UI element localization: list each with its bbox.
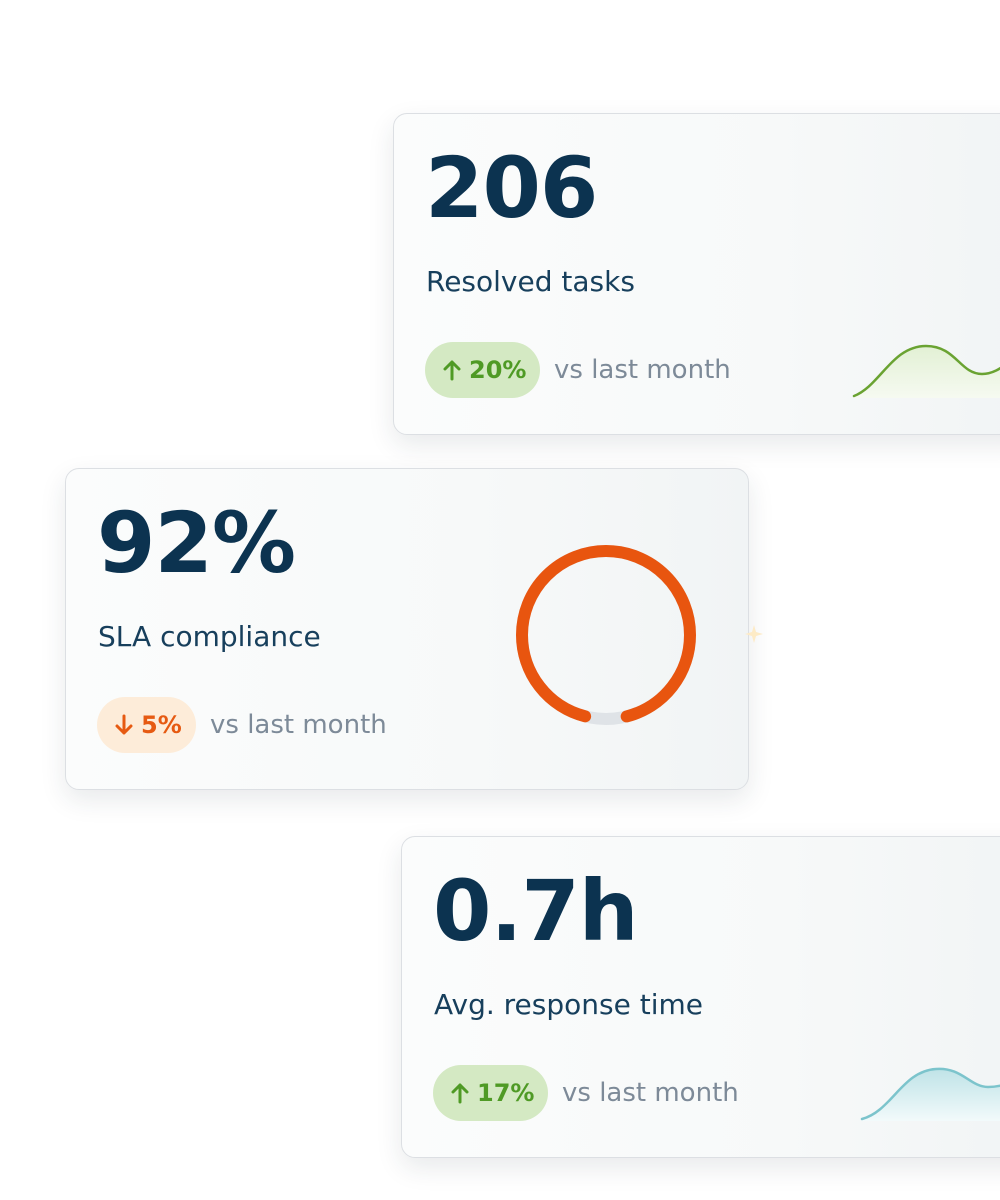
sparkline-line <box>852 344 1000 398</box>
metric-label: Avg. response time <box>434 988 703 1021</box>
sparkline-chart <box>852 344 1000 398</box>
trend-note: vs last month <box>210 710 387 740</box>
arrow-up-icon <box>443 360 461 381</box>
trend-percent: 20% <box>469 356 527 384</box>
sparkline-chart <box>860 1067 1000 1121</box>
sparkle-icon <box>745 625 763 643</box>
metric-label: SLA compliance <box>98 620 321 653</box>
metric-value: 0.7h <box>433 862 639 960</box>
metric-label: Resolved tasks <box>426 265 635 298</box>
trend-percent: 5% <box>141 711 182 739</box>
progress-ring-arc <box>516 545 696 725</box>
trend-badge: 20% <box>425 342 541 398</box>
trend-note: vs last month <box>562 1078 739 1108</box>
resolved-tasks-card: 206 Resolved tasks 20% vs last month <box>393 113 1000 435</box>
trend-badge: 5% <box>97 697 196 753</box>
sla-compliance-card: 92% SLA compliance 5% vs last month <box>65 468 749 790</box>
arrow-down-icon <box>115 714 133 735</box>
metric-value: 206 <box>425 139 598 237</box>
sparkline-line <box>860 1067 1000 1121</box>
trend-note: vs last month <box>554 355 731 385</box>
arrow-up-icon <box>451 1083 469 1104</box>
trend-badge: 17% <box>433 1065 549 1121</box>
avg-response-time-card: 0.7h Avg. response time 17% vs last mont… <box>401 836 1000 1158</box>
metric-value: 92% <box>97 494 296 592</box>
progress-ring <box>516 545 696 725</box>
sparkline-area <box>862 1068 1000 1121</box>
trend-percent: 17% <box>477 1079 535 1107</box>
sparkline-area <box>854 346 1000 398</box>
